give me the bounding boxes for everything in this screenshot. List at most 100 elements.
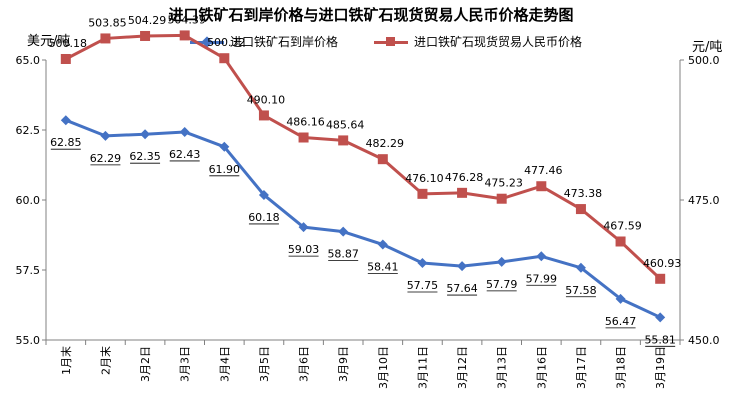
data-point-rmb [575, 204, 586, 215]
data-point-usd [655, 312, 666, 323]
data-label-usd: 61.90 [209, 163, 241, 176]
data-label-rmb: 485.64 [326, 118, 365, 131]
data-label-rmb: 477.46 [524, 164, 563, 177]
data-point-usd [100, 130, 111, 141]
legend-swatch-usd [190, 35, 224, 49]
data-point-usd [298, 222, 309, 233]
data-label-usd: 58.87 [327, 248, 359, 261]
data-label-usd: 57.75 [407, 279, 439, 292]
x-axis-tick-label: 3月4日 [218, 346, 231, 382]
x-axis-tick-label: 3月18日 [615, 346, 628, 389]
data-point-rmb [60, 53, 71, 64]
data-label-usd: 57.64 [446, 282, 478, 295]
left-axis-tick-label: 60.0 [16, 194, 41, 207]
right-axis-tick-label: 500.0 [688, 54, 720, 67]
data-point-usd [536, 251, 547, 262]
data-label-usd: 57.58 [565, 284, 597, 297]
data-label-rmb: 486.16 [286, 116, 325, 129]
data-label-usd: 56.47 [605, 315, 637, 328]
x-axis-tick-label: 3月13日 [496, 346, 509, 389]
data-point-usd [338, 226, 349, 237]
data-point-rmb [179, 30, 190, 41]
data-label-rmb: 490.10 [247, 93, 286, 106]
x-axis-tick-label: 1月末 [59, 346, 73, 375]
legend-swatch-rmb [374, 35, 409, 49]
data-label-rmb: 503.85 [88, 16, 127, 29]
data-point-rmb [100, 33, 111, 44]
data-label-rmb: 467.59 [603, 219, 642, 232]
x-axis-tick-label: 3月9日 [337, 346, 350, 382]
x-axis-tick-label: 3月6日 [298, 346, 311, 382]
right-axis-tick-label: 475.0 [688, 194, 720, 207]
x-axis-tick-label: 2月末 [98, 346, 112, 375]
data-point-usd [457, 261, 468, 272]
data-point-usd [575, 262, 586, 273]
legend: 进口铁矿石到岸价格 进口铁矿石现货贸易人民币价格 [190, 33, 618, 50]
data-point-rmb [377, 154, 388, 165]
x-axis-tick-label: 3月16日 [535, 346, 548, 389]
data-point-usd [258, 189, 269, 200]
x-axis-tick-label: 3月12日 [456, 346, 469, 389]
series-line-usd [65, 118, 661, 319]
data-label-rmb: 460.93 [643, 257, 682, 270]
series-line-rmb [65, 33, 662, 280]
data-label-rmb: 473.38 [564, 187, 603, 200]
legend-label-rmb: 进口铁矿石现货贸易人民币价格 [414, 35, 583, 49]
x-axis-tick-label: 3月10日 [377, 346, 390, 389]
left-axis-tick-label: 57.5 [16, 264, 41, 277]
x-axis-tick-label: 3月17日 [575, 346, 588, 389]
data-point-rmb [457, 187, 468, 198]
left-axis-tick-label: 62.5 [16, 124, 41, 137]
data-label-rmb: 504.39 [167, 13, 206, 26]
data-label-rmb: 504.29 [128, 14, 167, 27]
x-axis-tick-label: 3月19日 [654, 346, 667, 389]
legend-item-usd: 进口铁矿石到岸价格 [190, 33, 338, 50]
data-point-rmb [417, 188, 428, 199]
data-point-usd [60, 115, 71, 126]
data-label-usd: 55.81 [644, 333, 676, 346]
data-label-usd: 59.03 [288, 243, 320, 256]
data-point-rmb [338, 135, 349, 146]
data-label-usd: 62.35 [129, 150, 161, 163]
data-point-usd [615, 293, 626, 304]
legend-label-usd: 进口铁矿石到岸价格 [230, 35, 339, 49]
left-axis-tick-label: 65.0 [16, 54, 41, 67]
data-point-usd [417, 258, 428, 268]
data-point-rmb [298, 132, 309, 143]
data-point-usd [179, 126, 190, 137]
data-label-usd: 60.18 [248, 211, 280, 224]
data-point-usd [140, 129, 151, 140]
right-axis-unit: 元/吨 [692, 40, 723, 55]
data-point-usd [219, 141, 230, 152]
left-axis-unit: 美元/吨 [27, 34, 71, 49]
data-label-usd: 62.85 [50, 136, 82, 149]
left-axis-tick-label: 55.0 [16, 334, 41, 347]
x-axis-tick-label: 3月11日 [416, 346, 429, 389]
chart-title: 进口铁矿石到岸价格与进口铁矿石现货贸易人民币价格走势图 [168, 6, 574, 24]
data-label-rmb: 482.29 [366, 137, 405, 150]
x-axis-tick-label: 3月5日 [258, 346, 271, 382]
data-point-rmb [615, 236, 626, 247]
x-axis-tick-label: 3月3日 [179, 346, 192, 382]
data-label-usd: 62.29 [90, 152, 122, 165]
right-axis-tick-label: 450.0 [688, 334, 720, 347]
data-point-rmb [258, 110, 269, 121]
data-label-rmb: 500.32 [207, 36, 246, 49]
data-point-rmb [655, 273, 666, 284]
data-point-rmb [140, 30, 151, 41]
data-label-usd: 62.43 [169, 148, 201, 161]
data-point-rmb [496, 193, 507, 204]
data-label-usd: 57.79 [486, 278, 518, 291]
data-label-usd: 58.41 [367, 261, 399, 274]
data-label-rmb: 475.23 [484, 177, 523, 190]
data-label-rmb: 476.10 [405, 172, 444, 185]
x-axis-tick-label: 3月2日 [139, 346, 152, 382]
data-label-usd: 57.99 [526, 272, 558, 285]
legend-item-rmb: 进口铁矿石现货贸易人民币价格 [374, 33, 582, 50]
data-label-rmb: 500.18 [49, 37, 88, 50]
data-point-usd [496, 256, 507, 267]
data-point-usd [377, 239, 388, 250]
data-point-rmb [536, 181, 547, 192]
data-point-rmb [219, 53, 230, 64]
